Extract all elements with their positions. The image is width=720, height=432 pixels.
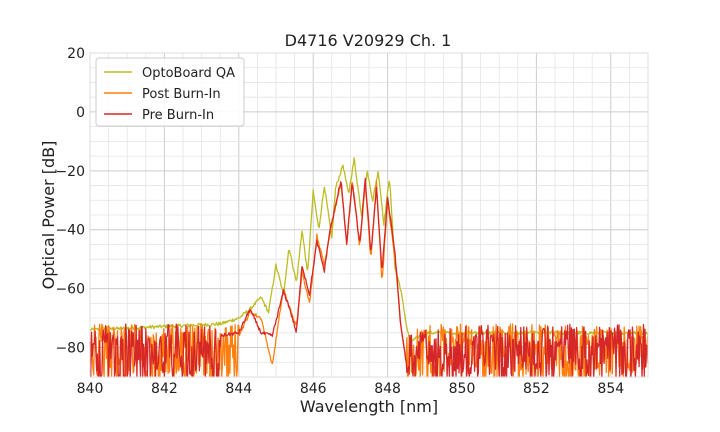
legend-label-0: OptoBoard QA bbox=[142, 66, 235, 81]
x-tick-label: 854 bbox=[597, 381, 624, 397]
series-line-0 bbox=[89, 157, 649, 343]
legend-label-2: Pre Burn-In bbox=[142, 108, 214, 123]
legend-label-1: Post Burn-In bbox=[142, 87, 221, 102]
tick-labels: 840 842 844 846 848 850 852 854 20 0 −20 −40 −60 −80 bbox=[55, 46, 624, 397]
legend: OptoBoard QA Post Burn-In Pre Burn-In bbox=[95, 57, 245, 127]
y-axis-label: Optical Power [dB] bbox=[39, 141, 58, 290]
x-tick-label: 848 bbox=[374, 381, 401, 397]
y-tick-label: −80 bbox=[55, 341, 85, 357]
x-tick-label: 844 bbox=[225, 381, 252, 397]
x-tick-label: 840 bbox=[77, 381, 104, 397]
x-tick-label: 852 bbox=[523, 381, 550, 397]
x-tick-label: 850 bbox=[449, 381, 476, 397]
y-tick-label: 20 bbox=[67, 46, 85, 62]
x-tick-label: 842 bbox=[151, 381, 178, 397]
y-tick-label: −40 bbox=[55, 223, 85, 239]
x-axis-label: Wavelength [nm] bbox=[300, 397, 438, 416]
y-tick-label: −20 bbox=[55, 164, 85, 180]
y-tick-label: −60 bbox=[55, 282, 85, 298]
legend-box bbox=[95, 57, 245, 127]
plot-frame bbox=[89, 52, 649, 378]
series-line-2 bbox=[89, 177, 649, 378]
chart-title: D4716 V20929 Ch. 1 bbox=[285, 31, 452, 50]
x-tick-label: 846 bbox=[300, 381, 327, 397]
series-layer bbox=[89, 157, 649, 378]
y-tick-label: 0 bbox=[76, 105, 85, 121]
